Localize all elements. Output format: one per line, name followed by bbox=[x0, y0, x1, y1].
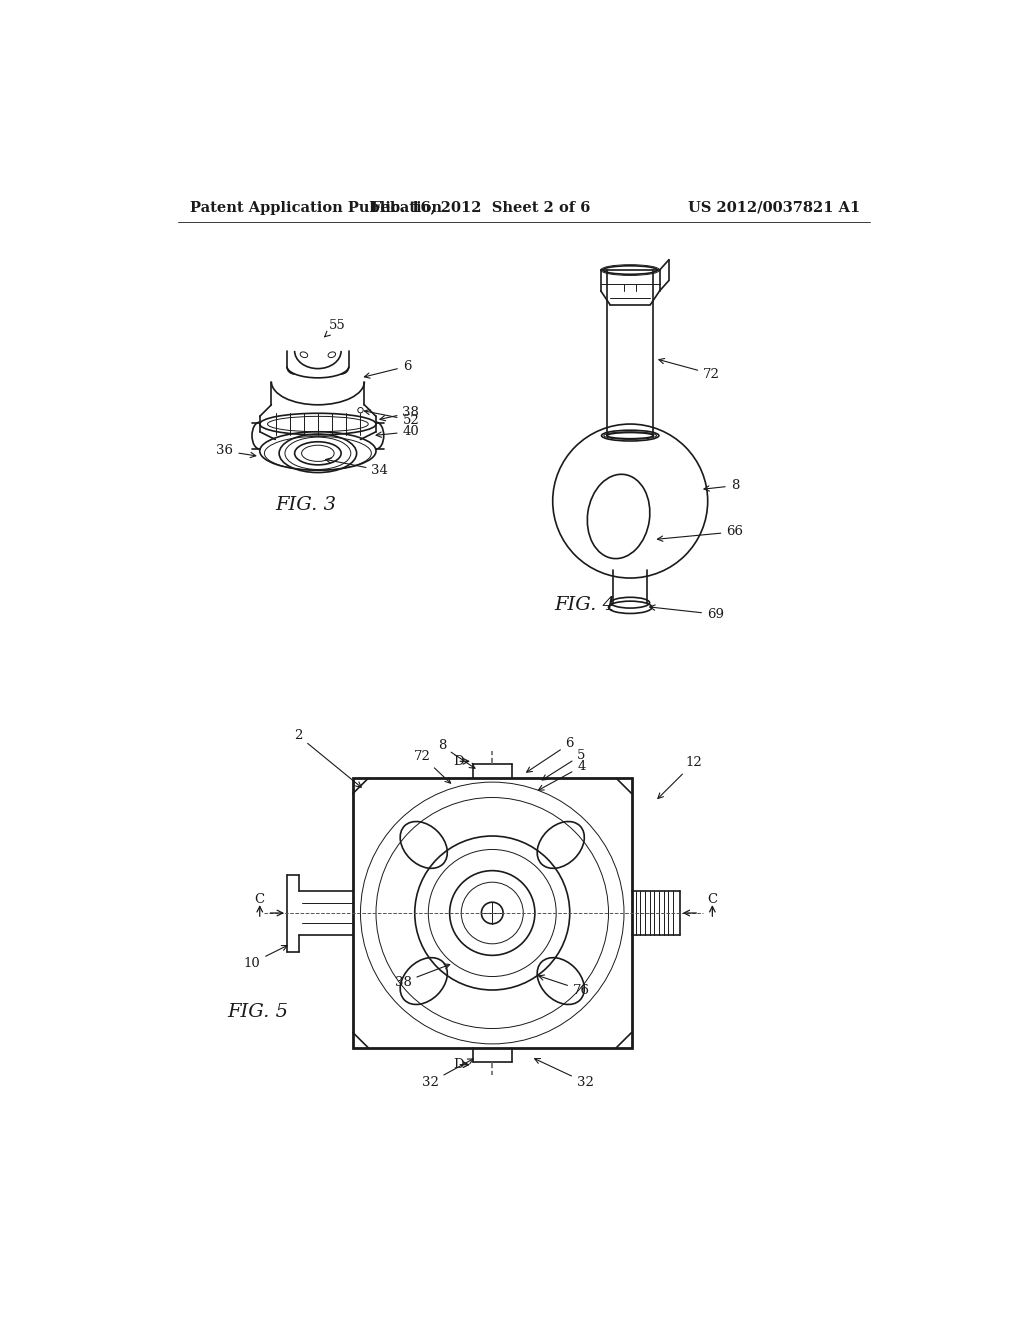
Text: 5: 5 bbox=[542, 748, 586, 780]
Text: FIG. 4: FIG. 4 bbox=[555, 597, 615, 614]
Text: 32: 32 bbox=[422, 1059, 473, 1089]
Text: C: C bbox=[255, 892, 265, 906]
Text: 10: 10 bbox=[244, 945, 287, 970]
Text: FIG. 5: FIG. 5 bbox=[227, 1003, 289, 1020]
Text: Patent Application Publication: Patent Application Publication bbox=[190, 201, 442, 215]
Text: D: D bbox=[454, 1059, 464, 1072]
Text: 32: 32 bbox=[535, 1059, 594, 1089]
Text: 38: 38 bbox=[394, 964, 450, 989]
Text: 55: 55 bbox=[325, 319, 346, 337]
Text: 4: 4 bbox=[539, 760, 586, 791]
Text: 12: 12 bbox=[657, 756, 702, 799]
Text: FIG. 3: FIG. 3 bbox=[275, 496, 337, 513]
Text: 52: 52 bbox=[365, 409, 419, 426]
Text: 76: 76 bbox=[539, 975, 590, 997]
Text: Feb. 16, 2012  Sheet 2 of 6: Feb. 16, 2012 Sheet 2 of 6 bbox=[371, 201, 590, 215]
Text: 34: 34 bbox=[326, 458, 388, 477]
Text: 66: 66 bbox=[657, 525, 743, 541]
Text: 8: 8 bbox=[437, 739, 475, 768]
Text: 38: 38 bbox=[380, 407, 419, 421]
Text: C: C bbox=[708, 892, 718, 906]
Bar bbox=[352, 779, 632, 1048]
Text: 72: 72 bbox=[658, 359, 720, 380]
Text: 40: 40 bbox=[376, 425, 419, 438]
Text: 69: 69 bbox=[649, 605, 724, 620]
Text: 8: 8 bbox=[703, 479, 739, 492]
Text: 72: 72 bbox=[414, 750, 451, 783]
Text: 6: 6 bbox=[365, 360, 412, 378]
Text: 2: 2 bbox=[294, 730, 361, 787]
Text: US 2012/0037821 A1: US 2012/0037821 A1 bbox=[688, 201, 860, 215]
Text: 36: 36 bbox=[216, 445, 256, 458]
Text: D: D bbox=[454, 755, 464, 768]
Text: 6: 6 bbox=[526, 737, 574, 772]
